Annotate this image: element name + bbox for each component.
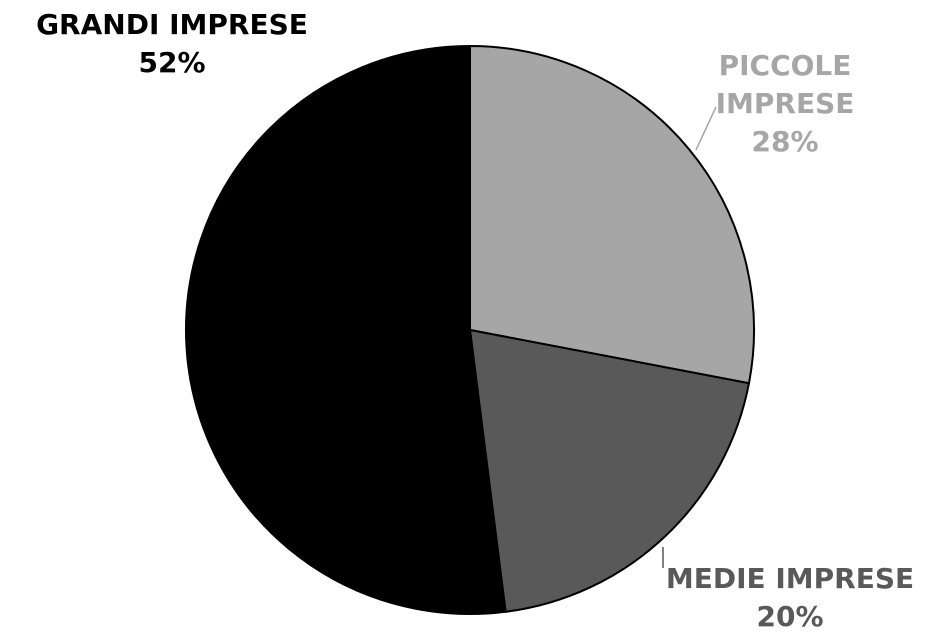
slice-name-label: GRANDI IMPRESE	[36, 8, 308, 41]
slice-value-label: 20%	[756, 600, 823, 633]
slice-name-label: PICCOLE	[719, 49, 852, 82]
slice-label-0: PICCOLE IMPRESE 28%	[716, 49, 855, 158]
pie-slice-1	[468, 328, 751, 613]
slice-value-label: 52%	[138, 46, 205, 79]
slice-label-1: MEDIE IMPRESE 20%	[666, 562, 914, 633]
slice-label-2: GRANDI IMPRESE 52%	[36, 8, 308, 79]
slice-name-label: IMPRESE	[716, 87, 855, 120]
leader-line-0	[695, 106, 717, 151]
slice-name-label: MEDIE IMPRESE	[666, 562, 914, 595]
pie-slice-2	[185, 44, 507, 615]
pie-slice-0	[469, 44, 755, 385]
slice-value-label: 28%	[751, 125, 818, 158]
